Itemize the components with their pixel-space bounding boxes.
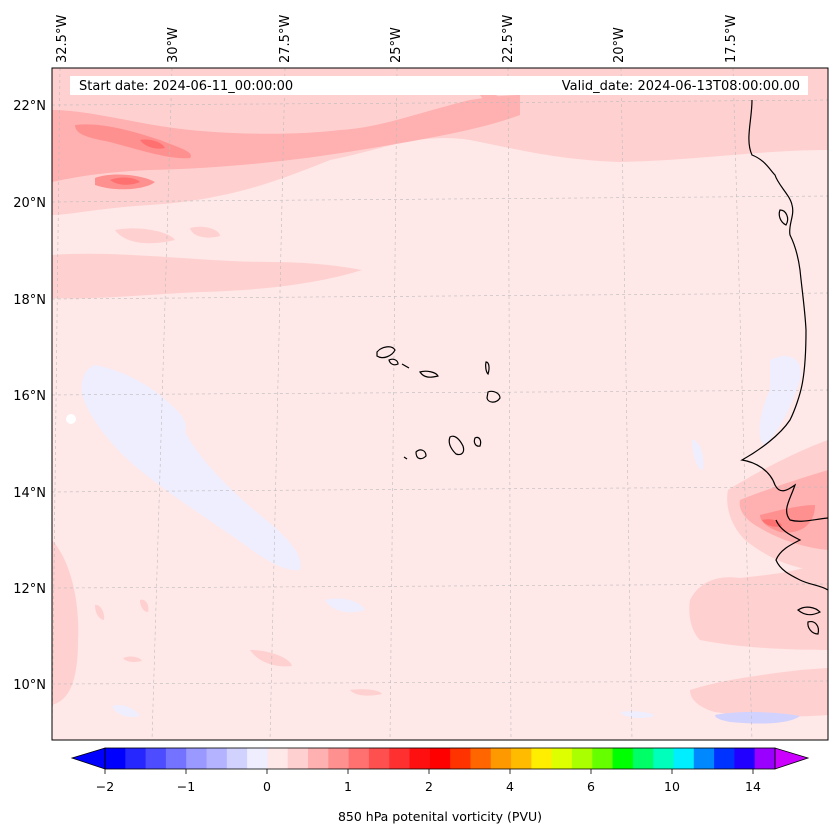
colorbar-cell (267, 748, 289, 769)
colorbar-cell (368, 748, 390, 769)
colorbar-cell (470, 748, 492, 769)
colorbar: −2 −1 0 1 2 4 6 10 14 850 hPa potenital … (70, 747, 810, 824)
lon-label: 17.5°W (724, 15, 739, 63)
colorbar-label: 850 hPa potenital vorticity (PVU) (338, 809, 542, 824)
colorbar-cell (734, 748, 756, 769)
coastline (740, 99, 828, 635)
colorbar-cell (429, 748, 451, 769)
colorbar-cell (125, 748, 147, 769)
colorbar-tick-label: 10 (664, 779, 680, 794)
lon-label: 25°W (389, 27, 404, 63)
colorbar-cell (389, 748, 411, 769)
lat-label: 10°N (13, 678, 46, 693)
colorbar-cell (450, 748, 471, 769)
colorbar-cell (632, 748, 654, 769)
latitude-labels: 22°N 20°N 18°N 16°N 14°N 12°N 10°N (13, 99, 46, 693)
colorbar-outline (104, 747, 776, 770)
lat-label: 14°N (13, 486, 46, 501)
colorbar-cell (206, 748, 228, 769)
longitude-labels: 32.5°W 30°W 27.5°W 25°W 22.5°W 20°W 17.5… (55, 15, 739, 63)
colorbar-cell (186, 748, 208, 769)
graticule (52, 68, 828, 740)
colorbar-cell (511, 748, 532, 769)
colorbar-extend-high (774, 747, 810, 770)
colorbar-cell (287, 748, 309, 769)
lon-label: 32.5°W (55, 15, 70, 63)
date-banner (70, 76, 808, 95)
colorbar-tick-label: 6 (587, 779, 595, 794)
valid-date-text: Valid_date: 2024-06-13T08:00:00.00 (562, 79, 800, 94)
map-panel (52, 68, 828, 740)
colorbar-cell (328, 748, 350, 769)
colorbar-cell (571, 748, 593, 769)
colorbar-cell (308, 748, 329, 769)
colorbar-cell (754, 748, 776, 769)
colorbar-cell (145, 748, 167, 769)
colorbar-cell (348, 748, 370, 769)
pv-field-shading (52, 68, 828, 724)
colorbar-cell (531, 748, 553, 769)
colorbar-cell (226, 748, 248, 769)
lat-label: 16°N (13, 389, 46, 404)
lon-label: 20°W (612, 27, 627, 63)
lat-label: 20°N (13, 196, 46, 211)
lon-label: 30°W (166, 27, 181, 63)
colorbar-cell (409, 748, 431, 769)
colorbar-extend-low (70, 747, 106, 770)
lon-label: 22.5°W (501, 15, 516, 63)
colorbar-cell (490, 748, 512, 769)
colorbar-tick-label: 2 (425, 779, 433, 794)
lat-label: 12°N (13, 582, 46, 597)
colorbar-cell (551, 748, 573, 769)
colorbar-tick-label: 0 (263, 779, 271, 794)
colorbar-cell (653, 748, 674, 769)
lat-label: 22°N (13, 99, 46, 114)
colorbar-tick-label: 14 (745, 779, 761, 794)
map-border (51, 67, 829, 741)
lon-label: 27.5°W (278, 15, 293, 63)
colorbar-cell (105, 748, 126, 769)
colorbar-cell (612, 748, 634, 769)
start-date-text: Start date: 2024-06-11_00:00:00 (79, 79, 293, 94)
colorbar-tick-label: −1 (177, 779, 195, 794)
colorbar-tick-label: 1 (344, 779, 352, 794)
colorbar-cell (165, 748, 187, 769)
cape-verde-islands (376, 346, 501, 460)
colorbar-cell (247, 748, 268, 769)
colorbar-ticks (104, 769, 754, 774)
colorbar-cell (592, 748, 614, 769)
colorbar-cell (714, 748, 735, 769)
colorbar-cell (693, 748, 715, 769)
colorbar-tick-label: −2 (96, 779, 114, 794)
colorbar-cells (105, 748, 776, 769)
colorbar-tick-label: 4 (506, 779, 514, 794)
colorbar-cell (673, 748, 695, 769)
lat-label: 18°N (13, 293, 46, 308)
